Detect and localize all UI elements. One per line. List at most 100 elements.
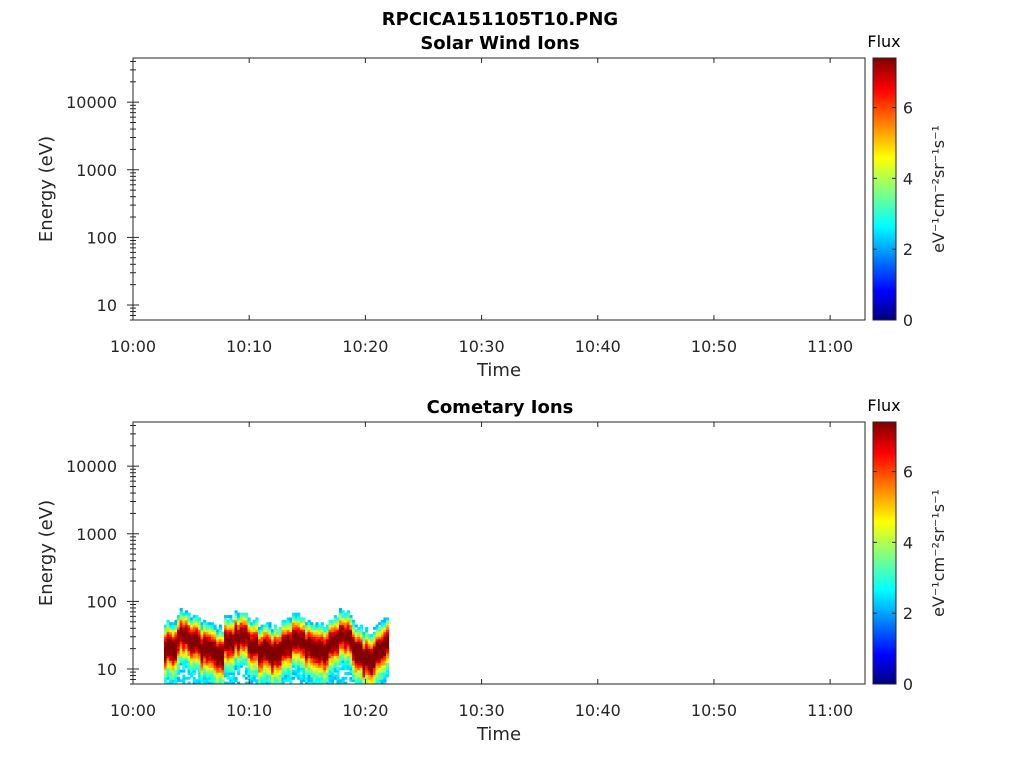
spectrogram-cell — [383, 679, 387, 683]
spectrogram-cell — [370, 634, 374, 637]
spectrogram-cell — [383, 672, 387, 675]
spectrogram-cell — [211, 667, 215, 671]
spectrogram-cell — [205, 648, 209, 652]
spectrogram-cell — [341, 641, 345, 645]
spectrogram-cell — [255, 638, 259, 642]
spectrogram-cell — [320, 679, 324, 683]
spectrogram-cell — [174, 645, 178, 649]
spectrogram-cell — [247, 622, 251, 626]
spectrogram-cell — [312, 624, 316, 628]
spectrogram-cell — [192, 662, 196, 666]
spectrogram-cell — [244, 672, 249, 675]
spectrogram-cell — [208, 662, 212, 666]
spectrogram-cell — [169, 662, 173, 666]
spectrogram-cell — [208, 681, 212, 685]
spectrogram-cell — [244, 662, 249, 666]
spectrogram-cell — [346, 626, 350, 630]
spectrogram-cell — [205, 622, 209, 626]
spectrogram-cell — [252, 667, 256, 671]
spectrogram-cell — [367, 638, 371, 642]
spectrogram-cell — [359, 638, 363, 642]
spectrogram-cell — [333, 674, 337, 678]
spectrogram-cell — [250, 624, 254, 628]
spectrogram-cell — [336, 631, 340, 635]
spectrogram-cell — [333, 648, 337, 652]
spectrogram-cell — [365, 664, 369, 668]
spectrogram-cell — [213, 653, 217, 656]
spectrogram-cell — [320, 641, 324, 645]
spectrogram-cell — [205, 672, 209, 675]
spectrogram-cell — [218, 643, 222, 647]
spectrogram-cell — [378, 622, 382, 626]
spectrogram-cell — [221, 674, 225, 678]
spectrogram-cell — [258, 681, 262, 685]
spectrogram-cell — [229, 626, 233, 630]
spectrogram-cell — [163, 650, 168, 654]
spectrogram-cell — [278, 657, 283, 661]
spectrogram-cell — [289, 662, 293, 666]
spectrogram-cell — [250, 669, 254, 673]
spectrogram-cell — [174, 622, 178, 626]
spectrogram-cell — [331, 669, 335, 673]
spectrogram-cell — [383, 622, 387, 626]
spectrogram-cell — [378, 662, 382, 666]
spectrogram-cell — [341, 624, 345, 628]
spectrogram-cell — [242, 655, 246, 659]
spectrogram-cell — [234, 626, 238, 630]
spectrogram-cell — [252, 657, 256, 661]
spectrogram-cell — [203, 681, 207, 685]
spectrogram-cell — [271, 669, 275, 673]
spectrogram-cell — [163, 643, 168, 647]
spectrogram-cell — [302, 664, 306, 668]
spectrogram-cell — [187, 617, 191, 621]
spectrogram-cell — [307, 645, 311, 649]
spectrogram-cell — [197, 650, 202, 654]
spectrogram-cell — [341, 667, 345, 671]
spectrogram-cell — [205, 679, 209, 683]
spectrogram-cell — [323, 655, 327, 659]
spectrogram-cell — [286, 676, 290, 680]
spectrogram-cell — [203, 664, 207, 668]
spectrogram-cell — [299, 619, 303, 623]
spectrogram-cell — [380, 619, 384, 623]
spectrogram-cell — [224, 634, 228, 637]
spectrogram-cell — [320, 634, 324, 637]
spectrogram-cell — [378, 629, 382, 633]
spectrogram-cell — [291, 645, 296, 649]
spectrogram-cell — [231, 676, 236, 680]
spectrogram-cell — [320, 681, 324, 685]
spectrogram-cell — [333, 631, 337, 635]
spectrogram-cell — [378, 657, 382, 661]
spectrogram-cell — [299, 643, 303, 647]
spectrogram-cell — [344, 681, 348, 685]
spectrogram-cell — [265, 648, 269, 652]
spectrogram-cell — [200, 655, 204, 659]
spectrogram-cell — [367, 674, 371, 678]
spectrogram-cell — [338, 653, 343, 656]
spectrogram-cell — [177, 624, 181, 628]
spectrogram-cell — [325, 669, 330, 673]
spectrogram-cell — [310, 645, 314, 649]
spectrogram-cell — [367, 664, 371, 668]
spectrogram-cell — [380, 655, 384, 659]
spectrogram-cell — [362, 636, 366, 640]
spectrogram-cell — [302, 660, 306, 664]
spectrogram-cell — [299, 631, 303, 635]
spectrogram-cell — [221, 669, 225, 673]
spectrogram-cell — [197, 667, 202, 671]
spectrogram-cell — [286, 650, 290, 654]
spectrogram-cell — [305, 664, 309, 668]
spectrogram-cell — [320, 664, 324, 668]
spectrogram-cell — [302, 626, 306, 630]
spectrogram-cell — [265, 667, 269, 671]
spectrogram-cell — [286, 679, 290, 683]
y-tick-label: 1000 — [76, 525, 117, 544]
spectrogram-cell — [310, 634, 314, 637]
spectrogram — [163, 607, 390, 685]
spectrogram-cell — [216, 657, 220, 661]
spectrogram-cell — [294, 619, 298, 623]
spectrogram-cell — [333, 622, 337, 626]
spectrogram-cell — [190, 672, 194, 675]
spectrogram-cell — [224, 641, 228, 645]
spectrogram-cell — [276, 679, 280, 683]
